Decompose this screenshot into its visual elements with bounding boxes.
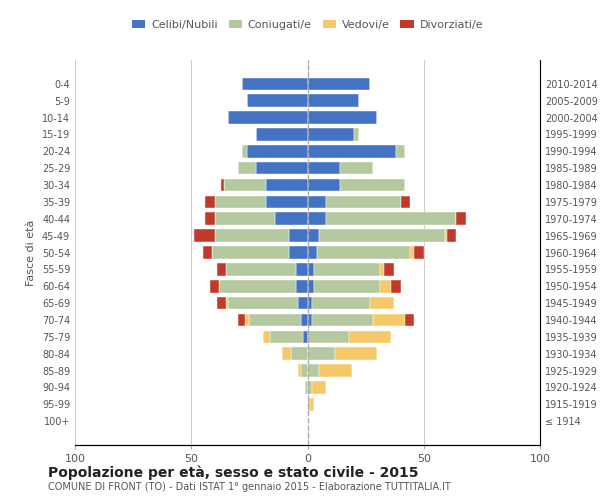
Bar [396,145,405,158]
Bar [275,212,308,225]
Bar [229,297,298,310]
Bar [219,280,296,292]
Bar [335,348,377,360]
Bar [215,196,266,208]
Bar [308,263,314,276]
Bar [301,364,308,377]
Bar [340,162,373,174]
Bar [224,178,266,192]
Bar [308,78,370,90]
Bar [354,128,359,141]
Bar [212,246,289,259]
Bar [308,111,377,124]
Bar [308,145,396,158]
Bar [308,94,359,107]
Bar [314,263,380,276]
Bar [308,246,317,259]
Bar [312,297,370,310]
Bar [391,280,401,292]
Bar [205,212,215,225]
Bar [217,297,226,310]
Bar [266,196,308,208]
Bar [370,297,394,310]
Bar [289,246,308,259]
Bar [308,212,326,225]
Bar [457,212,466,225]
Bar [310,398,314,410]
Text: COMUNE DI FRONT (TO) - Dati ISTAT 1° gennaio 2015 - Elaborazione TUTTITALIA.IT: COMUNE DI FRONT (TO) - Dati ISTAT 1° gen… [48,482,451,492]
Bar [238,314,245,326]
Bar [247,145,308,158]
Bar [210,280,219,292]
Bar [217,263,226,276]
Bar [215,230,289,242]
Bar [308,381,312,394]
Bar [308,162,340,174]
Bar [298,364,301,377]
Bar [415,246,424,259]
Bar [303,330,308,343]
Bar [289,230,308,242]
Bar [384,263,394,276]
Bar [308,178,340,192]
Bar [242,78,308,90]
Bar [271,330,303,343]
Bar [340,178,405,192]
Bar [291,348,308,360]
Bar [447,230,457,242]
Bar [308,398,310,410]
Bar [296,280,308,292]
Bar [308,297,312,310]
Bar [326,212,457,225]
Bar [245,314,250,326]
Text: Popolazione per età, sesso e stato civile - 2015: Popolazione per età, sesso e stato civil… [48,465,419,479]
Bar [256,162,308,174]
Bar [301,314,308,326]
Bar [380,280,391,292]
Bar [349,330,391,343]
Bar [401,196,410,208]
Bar [312,381,326,394]
Bar [308,348,335,360]
Bar [305,381,308,394]
Bar [317,246,410,259]
Bar [256,128,308,141]
Bar [194,230,215,242]
Bar [319,364,352,377]
Bar [296,263,308,276]
Bar [405,314,415,326]
Bar [380,263,384,276]
Bar [308,314,312,326]
Bar [308,280,314,292]
Bar [319,230,445,242]
Bar [266,178,308,192]
Y-axis label: Fasce di età: Fasce di età [26,220,36,286]
Bar [282,348,291,360]
Bar [221,178,224,192]
Bar [203,246,212,259]
Bar [312,314,373,326]
Legend: Celibi/Nubili, Coniugati/e, Vedovi/e, Divorziati/e: Celibi/Nubili, Coniugati/e, Vedovi/e, Di… [128,16,487,34]
Bar [308,196,326,208]
Bar [247,94,308,107]
Bar [373,314,405,326]
Bar [238,162,256,174]
Bar [314,280,380,292]
Bar [242,145,247,158]
Bar [229,111,308,124]
Bar [410,246,415,259]
Bar [250,314,301,326]
Bar [308,128,354,141]
Bar [226,263,296,276]
Bar [226,297,229,310]
Bar [326,196,401,208]
Bar [308,230,319,242]
Bar [215,212,275,225]
Bar [298,297,308,310]
Bar [263,330,271,343]
Bar [308,330,349,343]
Bar [205,196,215,208]
Bar [308,364,319,377]
Bar [445,230,447,242]
